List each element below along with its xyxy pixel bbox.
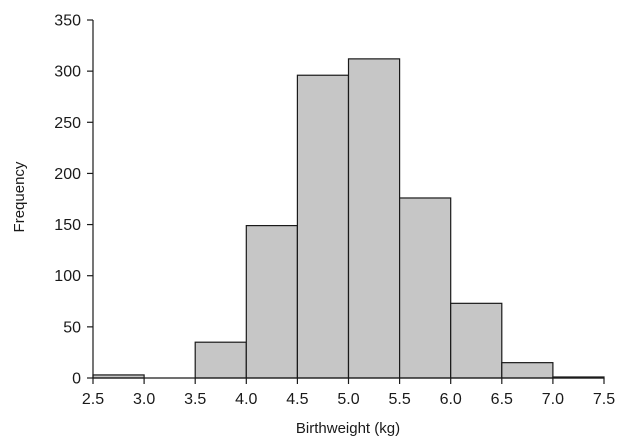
y-tick-label: 300: [54, 64, 81, 81]
x-tick-label: 3.0: [133, 391, 155, 408]
y-tick-label: 50: [63, 319, 81, 336]
x-tick-label: 4.0: [235, 391, 257, 408]
y-tick-label: 350: [54, 13, 81, 30]
x-tick-label: 6.0: [440, 391, 462, 408]
x-tick-label: 6.5: [491, 391, 513, 408]
x-tick-label: 7.5: [593, 391, 615, 408]
histogram-bar: [194, 341, 247, 379]
y-tick-label: 100: [54, 268, 81, 285]
x-tick-label: 2.5: [82, 391, 104, 408]
x-axis-title: Birthweight (kg): [296, 420, 400, 437]
y-tick-label: 250: [54, 115, 81, 132]
y-tick-label: 0: [72, 371, 81, 388]
y-ticks-group: 0 50 100 150 200 250 300 350: [54, 13, 93, 388]
x-tick-label: 3.5: [184, 391, 206, 408]
histogram-bar: [399, 197, 452, 379]
x-tick-label: 5.0: [337, 391, 359, 408]
histogram-bar: [450, 302, 503, 379]
histogram-bar: [296, 74, 350, 379]
x-tick-label: 7.0: [542, 391, 564, 408]
bars-group: [92, 58, 605, 379]
y-tick-label: 150: [54, 217, 81, 234]
x-tick-label: 5.5: [388, 391, 410, 408]
y-axis-title: Frequency: [11, 161, 28, 232]
y-tick-label: 200: [54, 166, 81, 183]
x-tick-label: 4.5: [286, 391, 308, 408]
x-ticks-group: 2.5 3.0 3.5 4.0 4.5 5.0 5.5 6.0 6.5 7.0 7.5: [82, 378, 615, 408]
histogram-bar: [245, 224, 299, 379]
histogram-bar: [347, 58, 401, 379]
histogram-bar: [501, 362, 554, 379]
